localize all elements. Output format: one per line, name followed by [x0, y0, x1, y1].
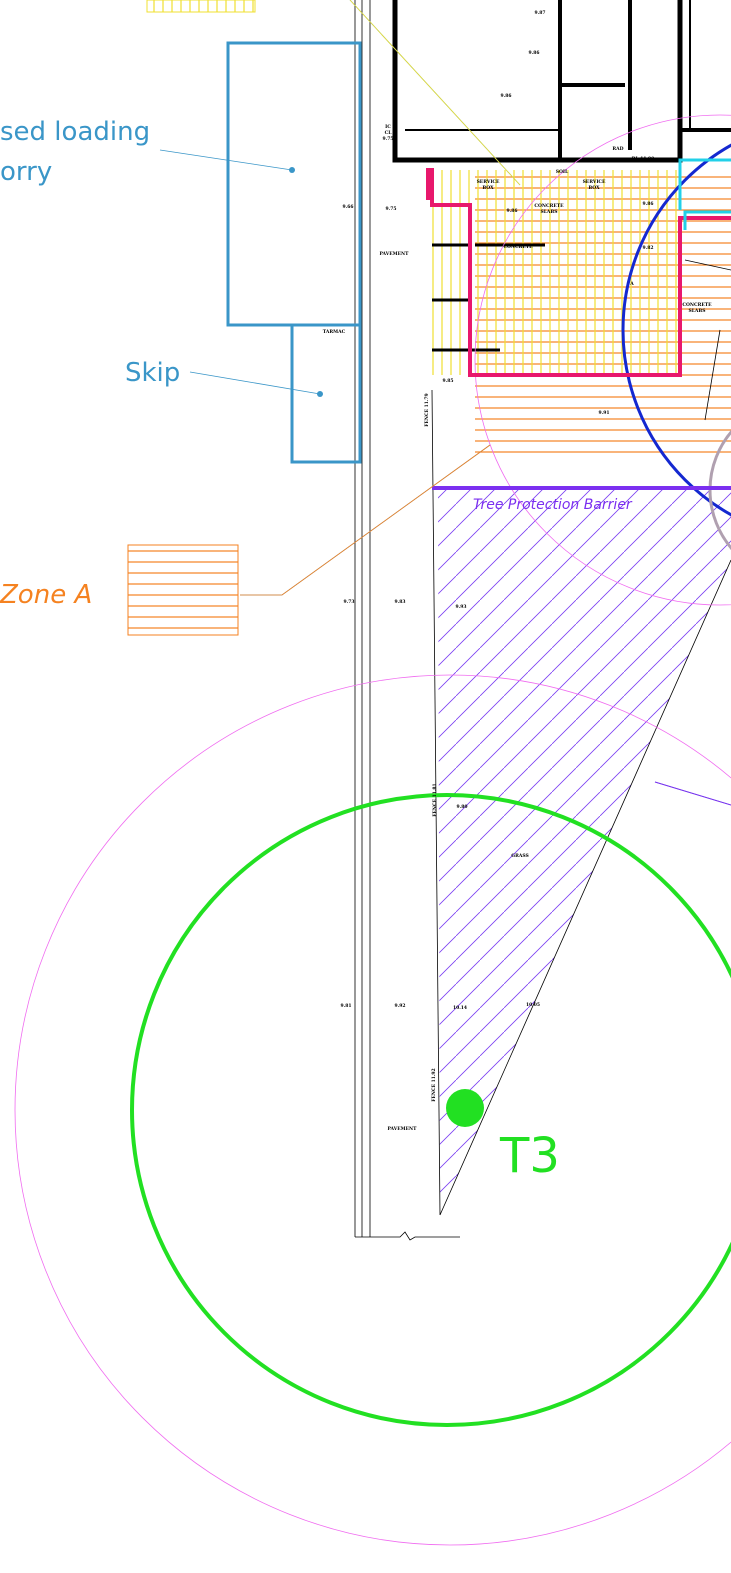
- plan-label: TARMAC: [323, 329, 346, 335]
- plan-label: SLABS: [541, 209, 558, 215]
- boundaries: [159, 0, 731, 806]
- plan-label: CL: [385, 130, 393, 136]
- plan-label: 9.75: [386, 206, 397, 212]
- plan-label: 9.73: [344, 599, 355, 605]
- plan-label: 9.86: [501, 93, 512, 99]
- plan-label: 9.83: [395, 599, 406, 605]
- plan-label: BOX: [482, 185, 494, 191]
- building: [354, 0, 731, 1241]
- callout: Skip: [125, 358, 180, 388]
- callout: sed loading: [0, 117, 150, 147]
- plan-label: FENCE 11.79: [424, 393, 430, 426]
- plan-label: 9.85: [443, 378, 454, 384]
- plan-label: PAVEMENT: [379, 251, 409, 257]
- plan-label: SOIL: [556, 169, 569, 175]
- plan-label: 9.75: [383, 136, 394, 142]
- plan-label: 9.86: [529, 50, 540, 56]
- plan-label: BOX: [588, 185, 600, 191]
- plan-label: 9.92: [395, 1003, 406, 1009]
- plan-label: CONCRETE: [534, 203, 564, 209]
- plan-label: SLABS: [689, 308, 706, 314]
- plan-label: BL 11.90: [632, 156, 655, 162]
- callouts: sed loading orry Skip Zone A Tree Protec…: [0, 117, 633, 1184]
- plan-label: PAVEMENT: [387, 1126, 417, 1132]
- plan-label: FENCE 11.92: [431, 1068, 437, 1101]
- plan-label: 10.05: [526, 1002, 540, 1008]
- callout: orry: [0, 157, 52, 187]
- plan-label: GRASS: [511, 853, 528, 859]
- plan-label: 9.91: [599, 410, 610, 416]
- plan-label: 10.14: [453, 1005, 467, 1011]
- plan-label: 9.82: [643, 245, 654, 251]
- plan-label: 9.86: [507, 208, 518, 214]
- plan-label: CONCRETE: [503, 244, 533, 250]
- plan-label: CONCRETE: [682, 302, 712, 308]
- plan-label: 9.66: [343, 204, 354, 210]
- callout: T3: [499, 1128, 560, 1184]
- plan-label: RAD: [612, 146, 623, 152]
- callout: Tree Protection Barrier: [473, 497, 633, 513]
- callout: Zone A: [0, 580, 92, 610]
- plan-label: 9.86: [643, 201, 654, 207]
- plan-label: SERVICE: [583, 179, 606, 185]
- plan-label: 9.93: [456, 604, 467, 610]
- circles: [14, 114, 731, 1546]
- plan-label: A: [629, 281, 634, 287]
- plan-label: 9.81: [341, 1003, 352, 1009]
- plan-label: SERVICE: [477, 179, 500, 185]
- plan-label: 9.87: [535, 10, 546, 16]
- plan-label: 9.80: [457, 804, 468, 810]
- plan-label: FENCE 11.81: [432, 783, 438, 816]
- plan-label: IC: [385, 124, 391, 130]
